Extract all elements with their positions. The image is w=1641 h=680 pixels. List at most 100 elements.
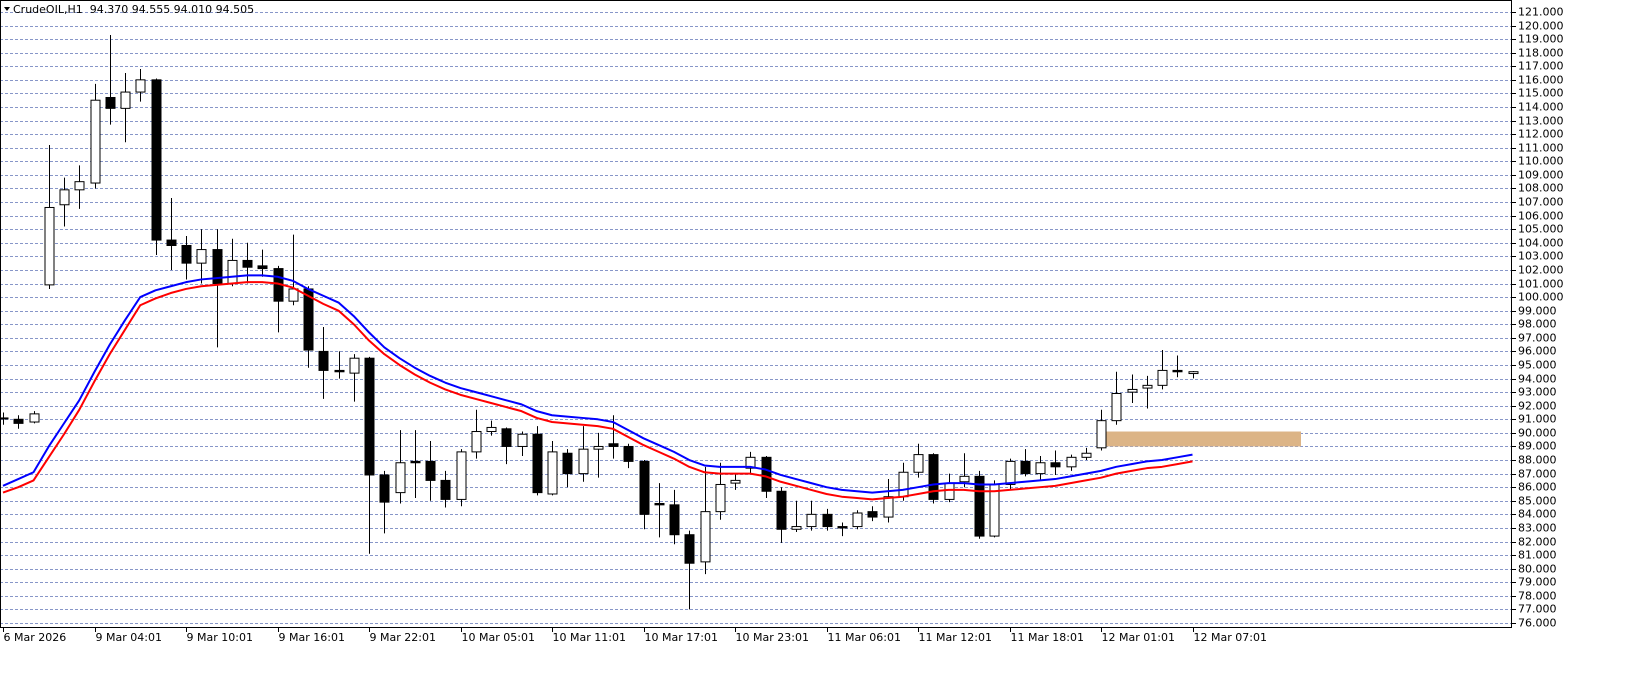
candle-body (1081, 452, 1092, 458)
y-tick-label: 113.000 (1518, 115, 1564, 128)
candle-body (1005, 460, 1016, 485)
x-tick-label: 9 Mar 10:01 (187, 631, 253, 644)
y-tick-label: 97.000 (1518, 332, 1557, 345)
y-tick-label: 100.000 (1518, 291, 1564, 304)
candle-body (395, 462, 406, 494)
y-tick-label: 91.000 (1518, 413, 1557, 426)
y-tick-label: 93.000 (1518, 386, 1557, 399)
candle-body (806, 513, 817, 528)
y-tick-label: 108.000 (1518, 182, 1564, 195)
y-tick-label: 119.000 (1518, 33, 1564, 46)
candle-body (669, 504, 680, 536)
x-tick-label: 11 Mar 12:01 (919, 631, 992, 644)
candle-body (1020, 460, 1031, 475)
candle-body (928, 454, 939, 500)
candle-body (166, 239, 177, 246)
candle-body (898, 471, 909, 498)
candle-body (822, 513, 833, 528)
y-tick-label: 90.000 (1518, 427, 1557, 440)
y-tick-label: 96.000 (1518, 345, 1557, 358)
candle-body (654, 502, 665, 506)
candle-body (547, 451, 558, 495)
candle-body (59, 189, 70, 206)
y-tick-label: 79.000 (1518, 576, 1557, 589)
candle-body (715, 483, 726, 513)
y-tick-label: 112.000 (1518, 128, 1564, 141)
y-tick-label: 114.000 (1518, 101, 1564, 114)
y-tick-label: 102.000 (1518, 264, 1564, 277)
candle-body (959, 475, 970, 483)
candle-body (623, 445, 634, 462)
y-tick-label: 115.000 (1518, 87, 1564, 100)
x-tick-label: 9 Mar 22:01 (370, 631, 436, 644)
y-tick-label: 99.000 (1518, 305, 1557, 318)
y-tick-label: 87.000 (1518, 468, 1557, 481)
chart-title: CrudeOIL,H1 94.370 94.555 94.010 94.505 (13, 3, 254, 16)
candle-body (608, 443, 619, 447)
candle-body (1157, 369, 1168, 386)
y-tick-label: 76.000 (1518, 617, 1557, 630)
candle-body (105, 96, 116, 109)
y-tick-label: 92.000 (1518, 400, 1557, 413)
y-tick-label: 105.000 (1518, 223, 1564, 236)
candle-body (532, 433, 543, 494)
candle-body (364, 357, 375, 476)
y-tick-label: 107.000 (1518, 196, 1564, 209)
candle-body (883, 496, 894, 518)
candle-body (13, 418, 24, 424)
x-tick-label: 11 Mar 06:01 (828, 631, 901, 644)
candle-body (517, 433, 528, 447)
candle-body (578, 448, 589, 475)
y-tick-label: 84.000 (1518, 508, 1557, 521)
price-zone (1101, 431, 1301, 447)
candle-body (700, 511, 711, 563)
candle-body (440, 479, 451, 500)
menu-triangle (4, 7, 10, 11)
candle-body (761, 456, 772, 492)
x-tick-label: 10 Mar 23:01 (736, 631, 809, 644)
candle-body (852, 512, 863, 528)
y-tick-label: 89.000 (1518, 440, 1557, 453)
y-tick-label: 81.000 (1518, 549, 1557, 562)
x-tick-label: 6 Mar 2026 (4, 631, 67, 644)
candle-body (684, 534, 695, 564)
candle-body (1111, 393, 1122, 422)
candle-body (913, 454, 924, 473)
y-tick-label: 82.000 (1518, 536, 1557, 549)
x-tick-label: 10 Mar 11:01 (553, 631, 626, 644)
candle-body (379, 474, 390, 503)
x-tick-label: 9 Mar 16:01 (279, 631, 345, 644)
y-tick-label: 98.000 (1518, 318, 1557, 331)
y-tick-label: 101.000 (1518, 278, 1564, 291)
y-tick-label: 88.000 (1518, 454, 1557, 467)
candle-body (0, 417, 9, 420)
y-tick-label: 109.000 (1518, 169, 1564, 182)
y-tick-label: 118.000 (1518, 47, 1564, 60)
candle-body (349, 357, 360, 374)
candle-body (730, 479, 741, 484)
y-tick-label: 116.000 (1518, 74, 1564, 87)
candle-body (44, 206, 55, 286)
x-tick-label: 12 Mar 07:01 (1194, 631, 1267, 644)
candle-body (120, 91, 131, 109)
y-tick-label: 117.000 (1518, 60, 1564, 73)
candle-body (1172, 369, 1183, 373)
candle-body (242, 259, 253, 268)
y-tick-label: 78.000 (1518, 590, 1557, 603)
candle-body (456, 451, 467, 500)
candle-body (1050, 462, 1061, 468)
candle-body (196, 249, 207, 264)
y-tick-label: 83.000 (1518, 522, 1557, 535)
candle-body (74, 181, 85, 191)
candle-body (501, 428, 512, 447)
plot (0, 35, 1301, 610)
candle-body (212, 249, 223, 285)
candle-body (181, 244, 192, 264)
moving-average-line (2, 274, 1193, 494)
candle-body (593, 445, 604, 450)
candle-body (486, 426, 497, 433)
y-tick-label: 121.000 (1518, 6, 1564, 19)
y-tick-label: 111.000 (1518, 142, 1564, 155)
candle-body (227, 259, 238, 285)
